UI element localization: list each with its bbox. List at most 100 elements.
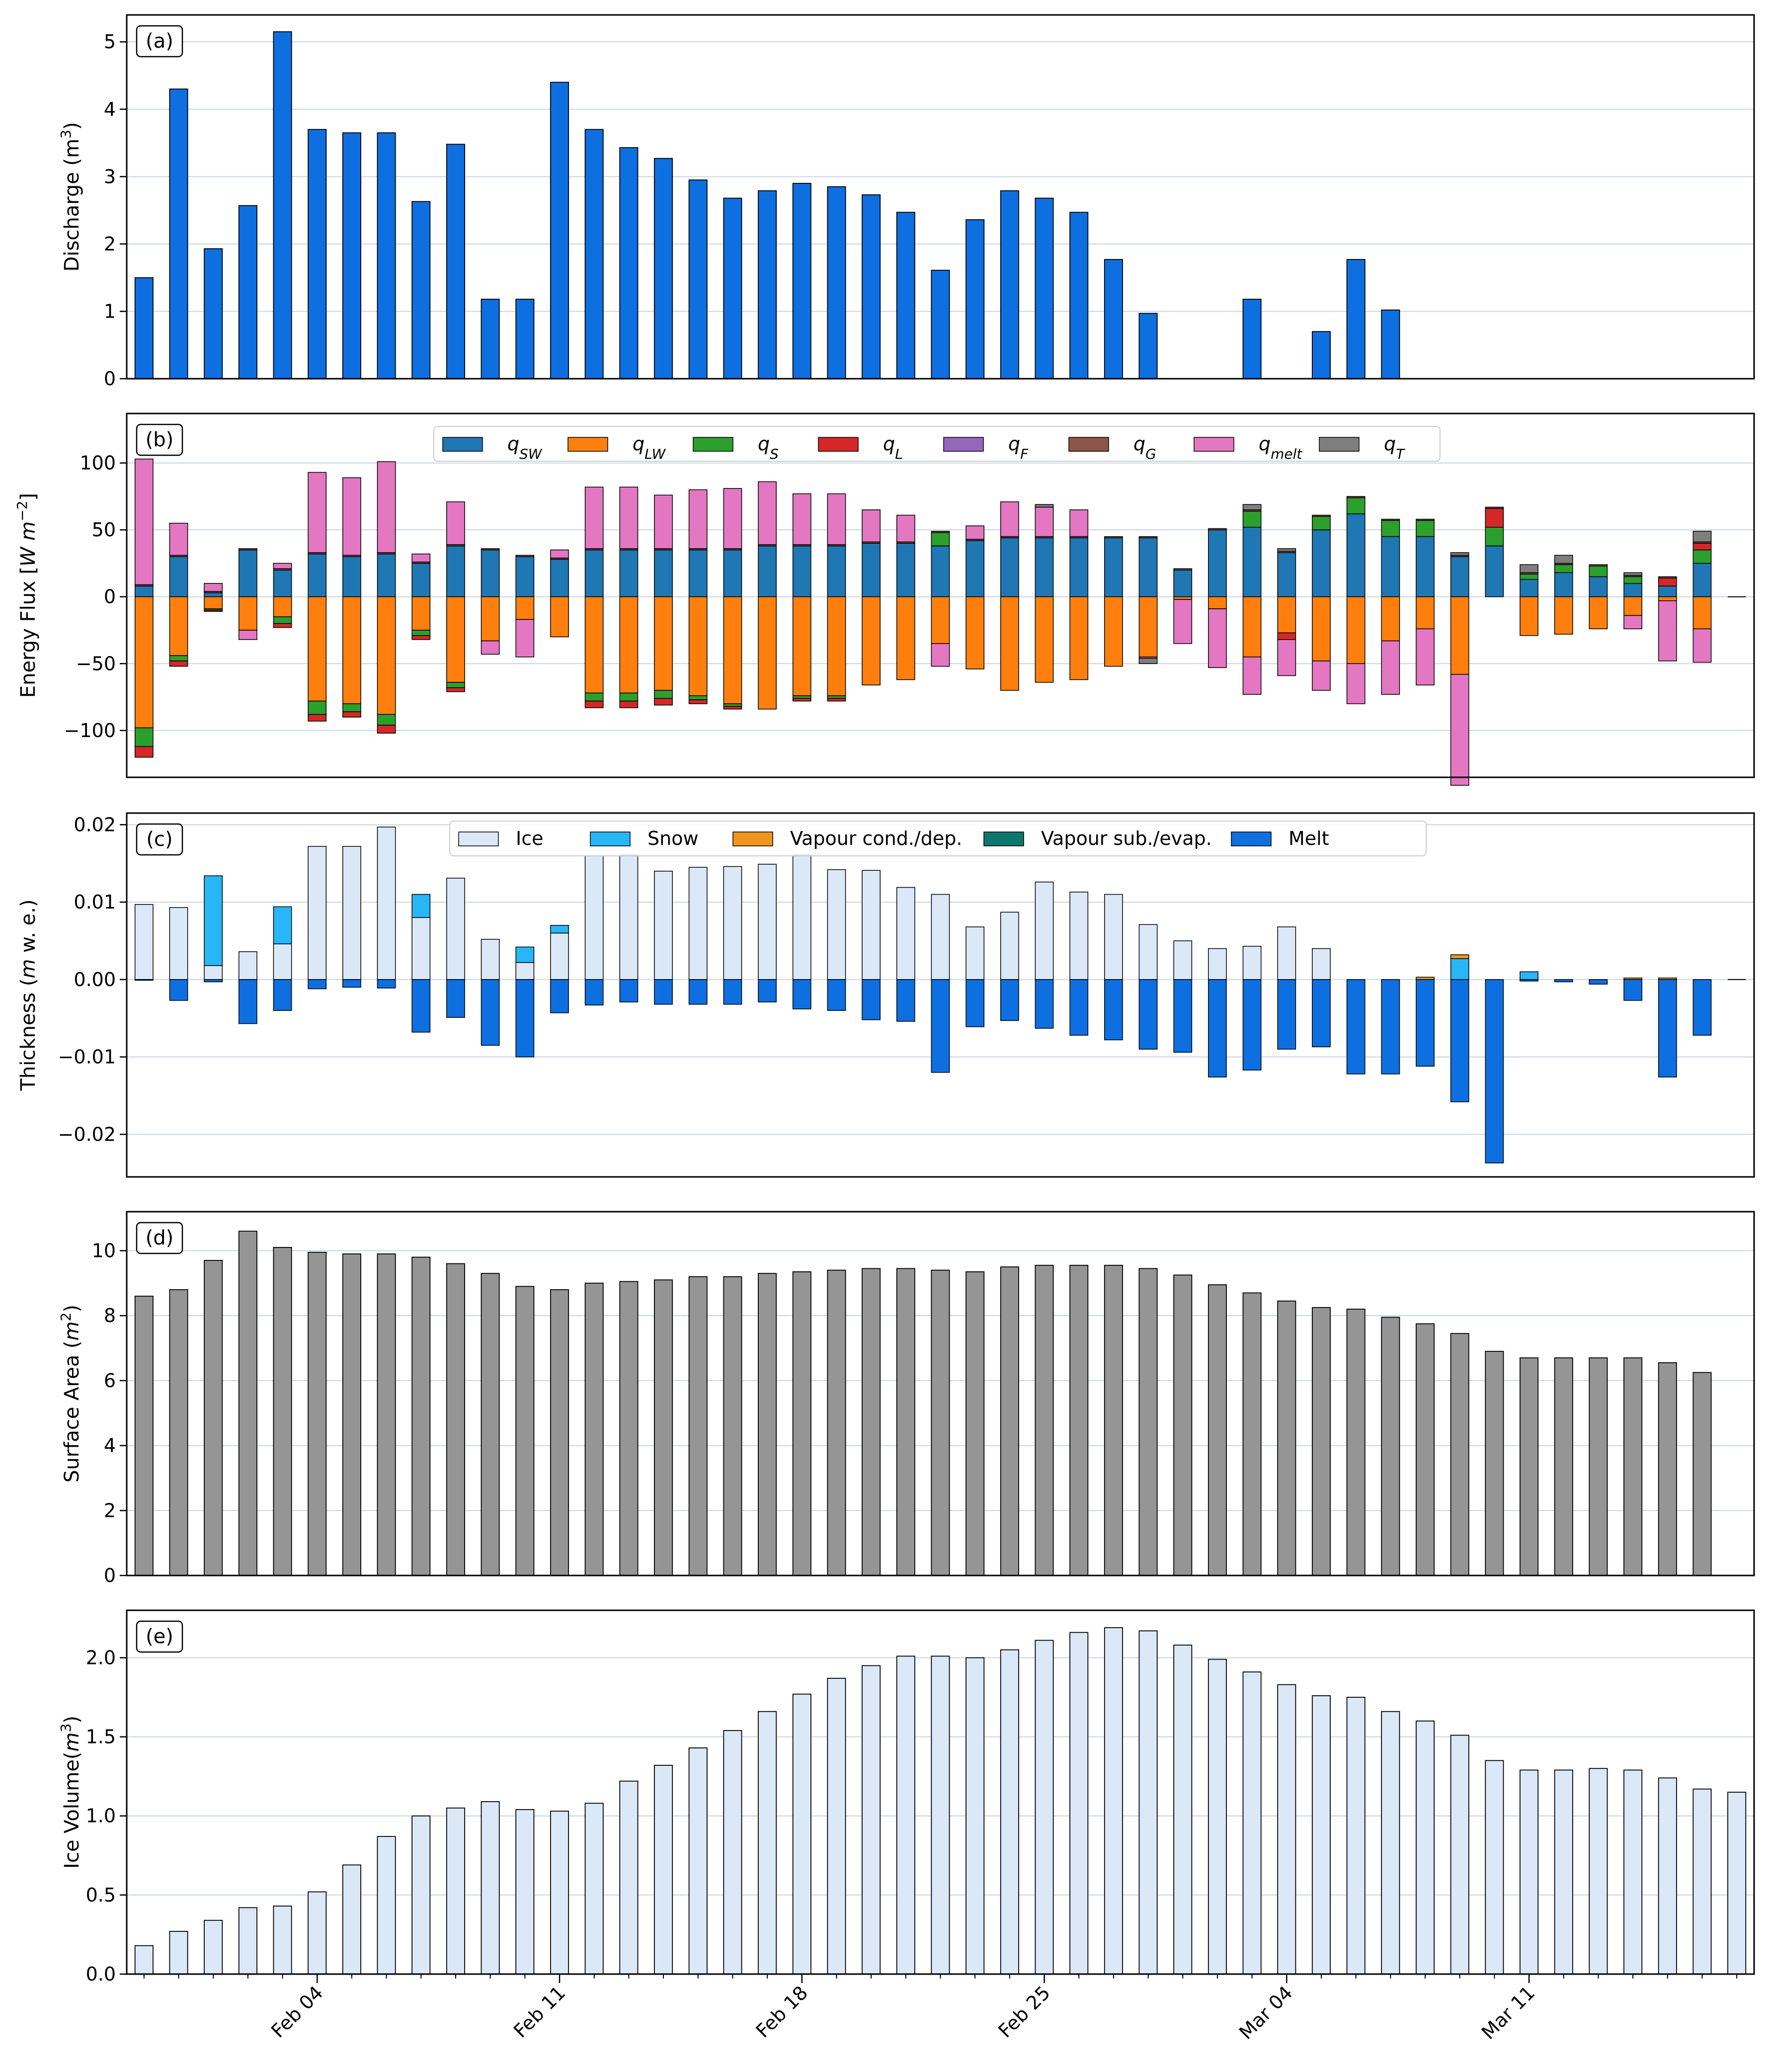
bar-segment: [481, 979, 500, 1046]
bar-segment: [273, 943, 292, 980]
bar-segment: [1520, 574, 1538, 580]
y-axis-label: Energy Flux [W m−2]: [14, 493, 40, 698]
bar-segment: [965, 979, 985, 1027]
bar-segment: [169, 979, 188, 1001]
legend-label: qS: [758, 433, 779, 462]
bar-segment: [896, 514, 915, 543]
bar-segment: [1416, 536, 1435, 597]
bar-segment: [1485, 508, 1504, 528]
legend-label: qF: [1008, 433, 1029, 462]
bar: [1138, 313, 1158, 379]
bar-segment: [792, 596, 811, 696]
bar: [688, 1276, 708, 1576]
bar-segment: [619, 854, 639, 980]
y-tick-label: 2: [104, 1499, 116, 1521]
legend-box: [433, 426, 1441, 462]
bar-segment: [411, 894, 431, 918]
legend-label: Melt: [1288, 828, 1329, 849]
bar-segment: [273, 906, 292, 944]
y-tick-label: −0.01: [58, 1046, 116, 1068]
bar-segment: [169, 907, 188, 980]
bar-segment: [515, 556, 535, 597]
bar: [619, 1780, 639, 1975]
bar-segment: [792, 545, 811, 597]
bar: [654, 1279, 673, 1576]
bar-segment: [723, 549, 742, 597]
bar: [550, 1289, 569, 1576]
panel-tag: (b): [146, 428, 174, 451]
bar-segment: [204, 979, 223, 983]
bar-segment: [1520, 971, 1538, 980]
panel-tag: (e): [146, 1625, 173, 1648]
bar-segment: [965, 540, 985, 597]
bar-segment: [273, 563, 292, 569]
y-tick-label: 100: [80, 452, 116, 474]
bar-segment: [1346, 497, 1366, 514]
bar-segment: [1104, 979, 1123, 1041]
bar-segment: [1312, 948, 1331, 980]
bar: [1000, 1266, 1019, 1576]
bar-segment: [931, 979, 950, 1073]
bar-segment: [342, 846, 361, 980]
bar-segment: [654, 871, 673, 980]
bar-segment: [584, 700, 604, 708]
bar: [1277, 1684, 1296, 1975]
bar-segment: [1658, 596, 1677, 601]
bar-segment: [134, 585, 154, 597]
bar: [204, 1919, 223, 1975]
legend-label: qG: [1133, 433, 1156, 462]
legend-swatch: [1319, 437, 1360, 452]
bar-segment: [1138, 596, 1158, 658]
panel-tag: (d): [146, 1227, 174, 1249]
panel-tag-box: [136, 823, 183, 856]
bar: [1000, 1649, 1019, 1975]
bar-segment: [1277, 596, 1296, 634]
bar: [1416, 1323, 1435, 1576]
bar-segment: [1692, 549, 1712, 564]
bar: [515, 299, 535, 379]
bar-segment: [827, 979, 846, 1011]
y-tick-label: 0.01: [74, 891, 116, 913]
bar-segment: [654, 698, 673, 706]
bar: [1311, 1695, 1331, 1975]
bar: [1554, 1357, 1573, 1576]
bar-segment: [1589, 564, 1608, 567]
bar: [1450, 1735, 1469, 1975]
legend-swatch: [818, 437, 859, 452]
bar-segment: [1416, 596, 1435, 630]
bar-segment: [204, 592, 223, 597]
bar-segment: [619, 487, 639, 549]
bar-segment: [550, 932, 569, 980]
bar: [411, 1256, 431, 1576]
bar-segment: [411, 596, 431, 631]
bar-segment: [792, 493, 811, 545]
bar-segment: [1381, 520, 1400, 537]
bar-segment: [931, 643, 950, 667]
bar: [1242, 1671, 1262, 1975]
bar-segment: [550, 559, 569, 597]
bar-segment: [446, 878, 465, 980]
bar: [1035, 1264, 1054, 1576]
bar-segment: [862, 543, 881, 597]
bar: [965, 219, 985, 379]
bar: [273, 31, 292, 379]
bar-segment: [1277, 552, 1296, 597]
bar: [723, 1276, 742, 1576]
bar-segment: [1277, 926, 1296, 980]
bar-segment: [411, 979, 431, 1033]
bar-segment: [481, 939, 500, 980]
bar-segment: [827, 596, 846, 696]
bar-segment: [792, 979, 811, 1009]
bar-segment: [1138, 536, 1158, 539]
bar: [481, 1801, 500, 1975]
legend-label: qLW: [633, 433, 666, 462]
bar-segment: [1104, 894, 1123, 980]
y-tick-label: 10: [92, 1240, 116, 1261]
bar-segment: [1589, 596, 1608, 630]
bar-segment: [481, 549, 500, 597]
bar-segment: [1520, 596, 1538, 636]
bar-segment: [1035, 979, 1054, 1029]
bar: [342, 1253, 361, 1576]
bar-segment: [1485, 979, 1504, 1163]
